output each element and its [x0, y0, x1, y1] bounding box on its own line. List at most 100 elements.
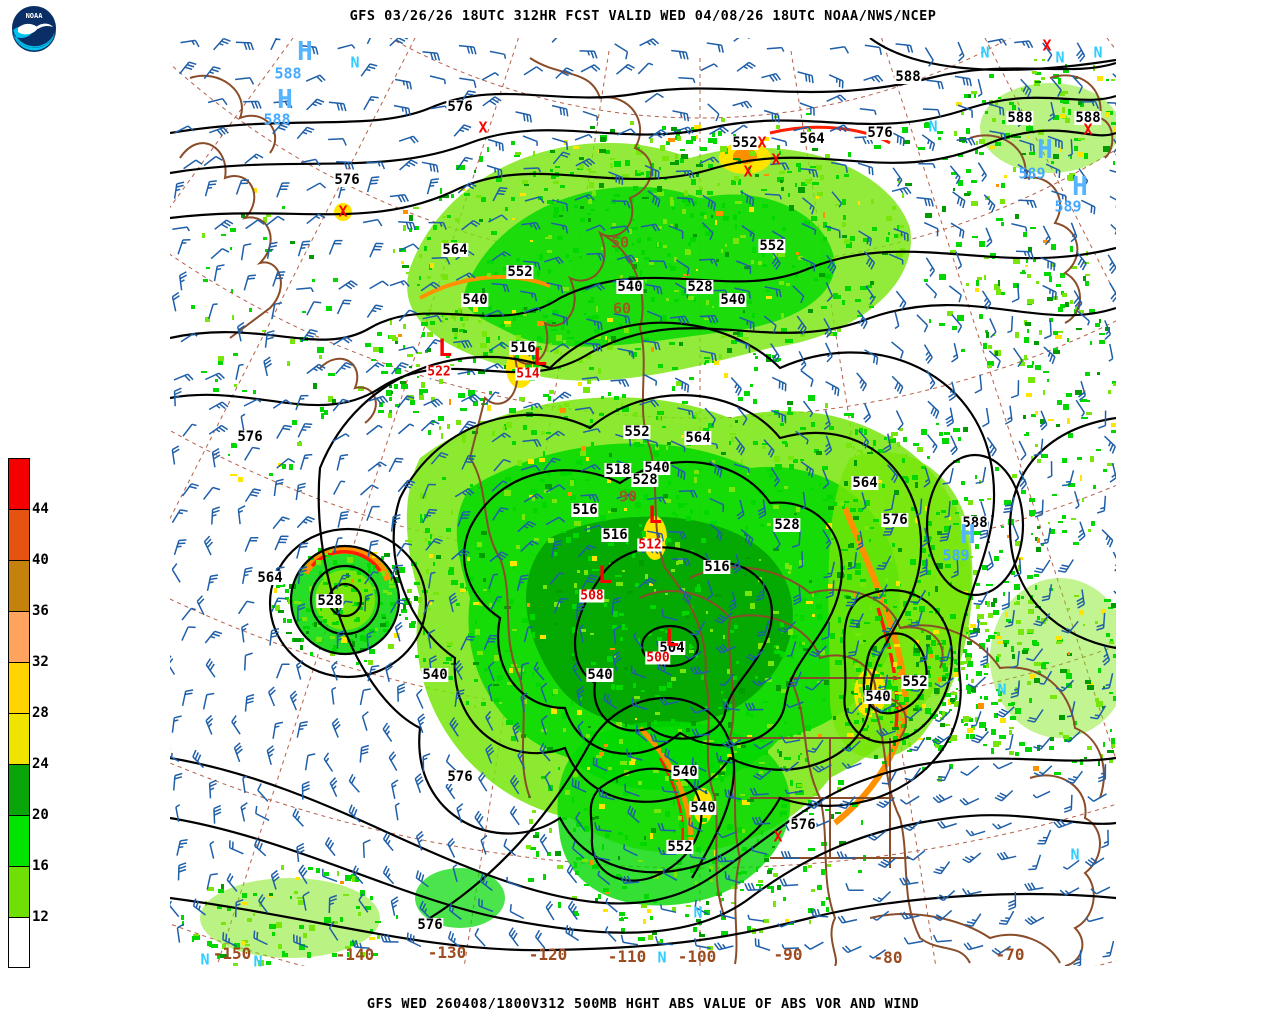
colorbar-segment — [8, 764, 30, 815]
colorbar-segment — [8, 713, 30, 764]
n-marker: N — [693, 903, 703, 922]
contour-label: 576 — [416, 917, 444, 933]
longitude-label: -90 — [773, 945, 803, 964]
high-value-label: 588 — [274, 64, 302, 83]
contour-label-red: 508 — [579, 588, 605, 604]
contour-label: 516 — [571, 502, 599, 518]
n-marker: N — [253, 952, 263, 971]
n-marker: N — [350, 53, 360, 72]
colorbar-segment — [8, 815, 30, 866]
contour-label-red: 512 — [637, 537, 663, 553]
vort-max-marker: X — [757, 133, 767, 152]
contour-label: 528 — [686, 279, 714, 295]
contour-label: 540 — [461, 292, 489, 308]
n-marker: N — [980, 43, 990, 62]
colorbar-label: 44 — [32, 501, 49, 517]
colorbar-label: 12 — [32, 909, 49, 925]
contour-label-red: 500 — [645, 650, 671, 666]
contour-label: 552 — [731, 135, 759, 151]
contour-label: 564 — [851, 475, 879, 491]
contour-label: 528 — [773, 517, 801, 533]
high-marker: H — [960, 520, 976, 550]
contour-label: 516 — [703, 559, 731, 575]
low-marker: L — [597, 561, 613, 589]
map-caption: GFS WED 260408/1800V312 500MB HGHT ABS V… — [366, 996, 920, 1012]
contour-label: 528 — [316, 593, 344, 609]
contour-label: 588 — [961, 515, 989, 531]
windbarb-layer — [170, 38, 1116, 966]
contour-label: 576 — [881, 512, 909, 528]
vort-max-marker: X — [478, 118, 488, 137]
low-marker: L — [532, 343, 548, 371]
contour-label: 552 — [758, 238, 786, 254]
contour-label: 576 — [446, 99, 474, 115]
colorbar-segment — [8, 611, 30, 662]
high-marker: H — [297, 37, 313, 67]
contour-label: 540 — [689, 800, 717, 816]
contour-label-red: 514 — [515, 366, 541, 382]
contour-label: 540 — [864, 689, 892, 705]
contour-label: 540 — [643, 460, 671, 476]
contour-label: 516 — [601, 527, 629, 543]
contour-label: 516 — [509, 340, 537, 356]
contour-label-red: 522 — [426, 364, 452, 380]
contour-label: 518 — [604, 462, 632, 478]
vort-max-marker: X — [338, 202, 348, 221]
contour-label: 540 — [719, 292, 747, 308]
colorbar-segment — [8, 458, 30, 509]
n-marker: N — [928, 117, 938, 136]
contour-label: 576 — [789, 817, 817, 833]
latitude-label: 60 — [612, 299, 632, 318]
contour-label: 588 — [894, 69, 922, 85]
contour-label: 540 — [586, 667, 614, 683]
high-marker: H — [1072, 172, 1088, 202]
n-marker: N — [1093, 43, 1103, 62]
colorbar-label: 36 — [32, 603, 49, 619]
page-title: GFS 03/26/26 18UTC 312HR FCST VALID WED … — [349, 8, 937, 24]
high-value-label: 589 — [1018, 164, 1046, 183]
contour-label: 552 — [666, 839, 694, 855]
contour-label: 540 — [671, 764, 699, 780]
longitude-label: -80 — [873, 948, 903, 967]
colorbar-label: 20 — [32, 807, 49, 823]
high-marker: H — [277, 85, 293, 115]
contour-label: 576 — [236, 429, 264, 445]
n-marker: N — [657, 948, 667, 967]
latitude-label: 50 — [610, 233, 630, 252]
map-labels: 588 588 588 576 576 576 564 552 540 540 528 540 552 5… — [170, 37, 1116, 969]
contour-label: 564 — [684, 430, 712, 446]
contour-label: 540 — [421, 667, 449, 683]
latitude-label: 90 — [618, 487, 638, 506]
contour-label: 564 — [798, 131, 826, 147]
vort-max-marker: X — [771, 150, 781, 169]
contour-label: 564 — [256, 570, 284, 586]
noaa-logo: NOAA — [12, 6, 56, 52]
high-value-label: 589 — [942, 546, 970, 565]
map-canvas — [170, 38, 1116, 966]
contour-label: 588 — [1006, 110, 1034, 126]
n-marker: N — [1070, 845, 1080, 864]
contour-label: 564 — [441, 242, 469, 258]
longitude-label: -140 — [335, 945, 375, 964]
colorbar-segment — [8, 917, 30, 968]
contour-label: 576 — [866, 125, 894, 141]
colorbar — [8, 458, 30, 968]
coastline-layer — [179, 57, 1114, 966]
colorbar-segment — [8, 560, 30, 611]
low-marker: L — [647, 501, 663, 529]
contour-label: 576 — [446, 769, 474, 785]
n-marker: N — [200, 950, 210, 969]
contour-label: 588 — [1074, 110, 1102, 126]
contour-label: 576 — [333, 172, 361, 188]
high-value-label: 589 — [1054, 197, 1082, 216]
vort-max-marker: X — [743, 162, 753, 181]
low-marker: L — [664, 624, 680, 652]
high-marker: H — [1037, 135, 1053, 165]
low-marker: L — [437, 334, 453, 362]
contour-label: 552 — [623, 424, 651, 440]
contour-label: 540 — [616, 279, 644, 295]
vort-max-marker: X — [773, 827, 783, 846]
colorbar-label: 40 — [32, 552, 49, 568]
colorbar-segment — [8, 509, 30, 560]
